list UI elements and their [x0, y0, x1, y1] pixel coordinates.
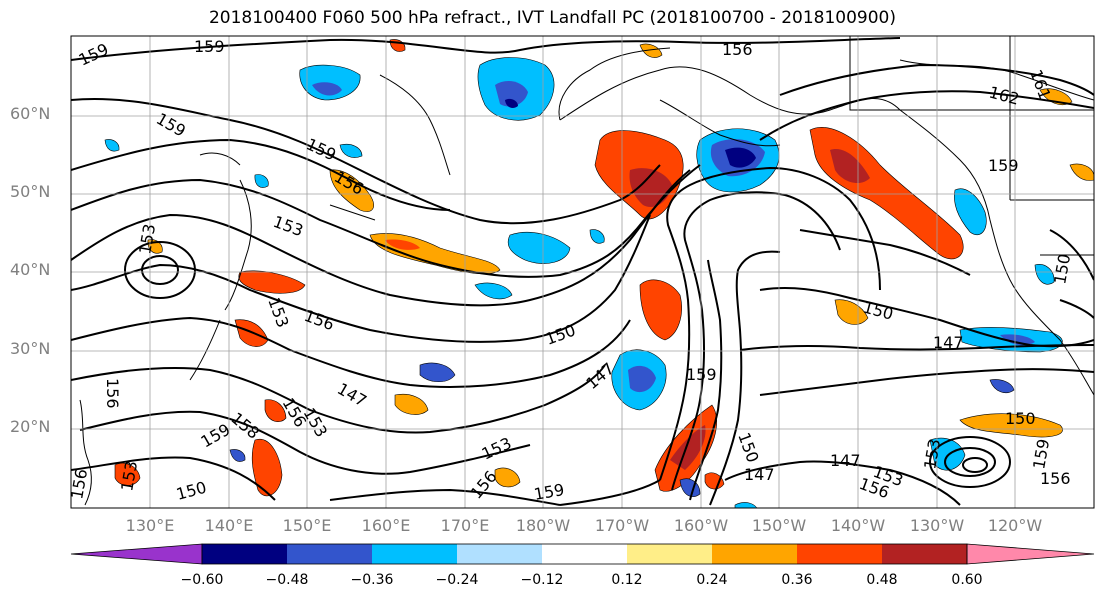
positive-anomaly-fill: [114, 39, 1094, 497]
colorbar-swatch: [372, 544, 457, 564]
lat-label: 20°N: [10, 417, 51, 436]
colorbar-tick-label: 0.12: [611, 572, 643, 588]
contour-label: 147: [933, 333, 964, 352]
colorbar-tick-label: −0.60: [180, 572, 224, 588]
colorbar-outline: [201, 543, 968, 565]
colorbar-swatch: [457, 544, 542, 564]
contour-label: 150: [1005, 409, 1036, 428]
lon-label: 170°W: [594, 516, 650, 535]
lat-label: 30°N: [10, 339, 51, 358]
colorbar-tick-label: −0.48: [265, 572, 309, 588]
lat-label: 50°N: [10, 182, 51, 201]
contour-label: 147: [830, 451, 861, 470]
colorbar-tick-label: −0.24: [435, 572, 479, 588]
colorbar-swatch: [712, 544, 797, 564]
graticule: [71, 36, 1094, 508]
lon-label: 140°W: [830, 516, 886, 535]
lon-label: 150°E: [282, 516, 332, 535]
height-contours: [71, 37, 1094, 506]
contour-label: 156: [722, 40, 753, 59]
contour-label: 156: [1040, 469, 1071, 488]
lon-label: 130°E: [125, 516, 175, 535]
lon-label: 140°E: [204, 516, 254, 535]
colorbar-extend-low: [70, 543, 203, 565]
contour-label: 147: [744, 465, 775, 484]
colorbar-tick-label: 0.24: [696, 572, 728, 588]
plot-frame: [70, 35, 1095, 509]
colorbar-tick-label: −0.36: [350, 572, 394, 588]
map-title: 2018100400 F060 500 hPa refract., IVT La…: [208, 8, 896, 28]
lon-label: 180°W: [515, 516, 571, 535]
colorbar-swatch: [797, 544, 882, 564]
colorbar: [70, 543, 1095, 565]
colorbar-tick-label: −0.12: [520, 572, 564, 588]
lat-label: 40°N: [10, 260, 51, 279]
lon-label: 150°W: [751, 516, 807, 535]
lon-label: 160°E: [361, 516, 411, 535]
colorbar-tick-label: 0.36: [781, 572, 813, 588]
colorbar-swatch: [202, 544, 287, 564]
colorbar-swatch: [287, 544, 372, 564]
colorbar-swatch: [882, 544, 967, 564]
colorbar-tick-label: 0.60: [951, 572, 983, 588]
colorbar-tick-label: 0.48: [866, 572, 898, 588]
contour-label: 159: [194, 37, 225, 56]
colorbar-extend-high: [966, 543, 1095, 565]
lat-label: 60°N: [10, 104, 51, 123]
colorbar-swatch: [627, 544, 712, 564]
lon-label: 130°W: [909, 516, 965, 535]
lon-label: 170°E: [440, 516, 490, 535]
lon-label: 160°W: [673, 516, 729, 535]
colorbar-swatch: [542, 544, 627, 564]
contour-label: 159: [686, 365, 717, 384]
contour-label: 159: [988, 156, 1019, 175]
lon-label: 120°W: [987, 516, 1043, 535]
contour-label: 156: [103, 378, 122, 409]
